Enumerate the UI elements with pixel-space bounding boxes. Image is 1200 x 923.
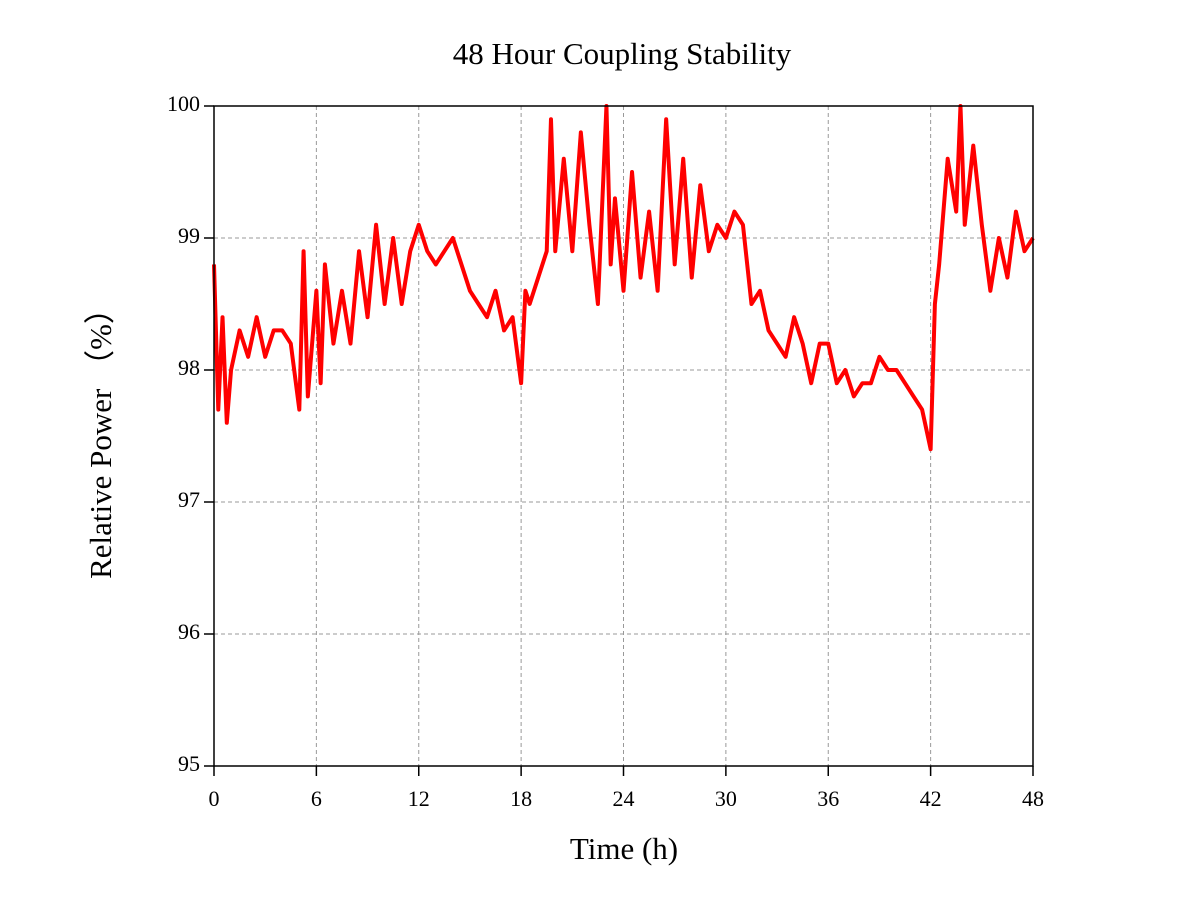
y-tick-label: 99 [178, 223, 200, 248]
y-tick-label: 95 [178, 751, 200, 776]
y-tick-label: 97 [178, 487, 200, 512]
x-tick-label: 0 [209, 786, 220, 811]
x-tick-label: 36 [817, 786, 839, 811]
axes: 0 6 12 18 24 30 36 42 48 95 96 97 98 99 100 [167, 91, 1044, 811]
x-tick-label: 48 [1022, 786, 1044, 811]
plot-area [212, 104, 1035, 452]
x-tick-label: 24 [613, 786, 635, 811]
data-line [212, 104, 1035, 452]
y-tick-label: 98 [178, 355, 200, 380]
y-tick-label: 100 [167, 91, 200, 116]
x-axis-label: Time (h) [570, 831, 678, 866]
x-tick-label: 42 [920, 786, 942, 811]
chart-title: 48 Hour Coupling Stability [453, 36, 792, 71]
x-tick-label: 30 [715, 786, 737, 811]
y-axis-label: Relative Power （%） [83, 293, 118, 579]
x-tick-label: 12 [408, 786, 430, 811]
x-tick-label: 18 [510, 786, 532, 811]
grid [214, 106, 1033, 766]
y-tick-label: 96 [178, 619, 200, 644]
x-tick-label: 6 [311, 786, 322, 811]
